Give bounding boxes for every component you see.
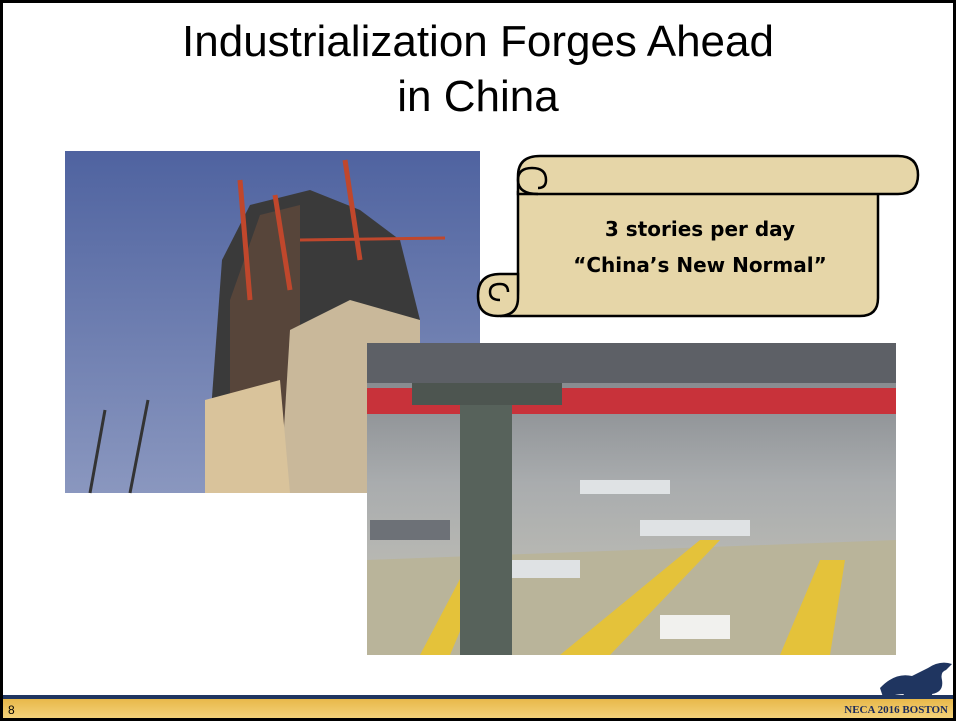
slide: Industrialization Forges Ahead in China (0, 0, 956, 721)
footer-bar (3, 699, 953, 718)
footer-rule (3, 695, 953, 699)
scroll-text: 3 stories per day (605, 217, 795, 241)
title-line: in China (397, 72, 559, 121)
scroll-text: “China’s New Normal” (573, 253, 827, 277)
factory-photo (367, 343, 896, 655)
page-number: 8 (8, 703, 15, 717)
footer-brand: NECA 2016 BOSTON (844, 704, 948, 716)
title-line: Industrialization Forges Ahead (182, 17, 774, 66)
